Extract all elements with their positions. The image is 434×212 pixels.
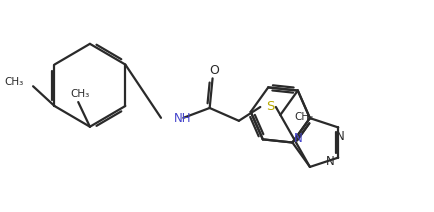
Text: CH₃: CH₃	[294, 112, 313, 122]
Text: N: N	[336, 130, 345, 143]
Text: NH: NH	[174, 112, 191, 125]
Text: N: N	[294, 132, 302, 145]
Text: CH₃: CH₃	[71, 89, 90, 99]
Text: CH₃: CH₃	[4, 77, 23, 87]
Text: S: S	[266, 100, 274, 113]
Text: N: N	[326, 155, 335, 168]
Text: O: O	[210, 64, 220, 77]
